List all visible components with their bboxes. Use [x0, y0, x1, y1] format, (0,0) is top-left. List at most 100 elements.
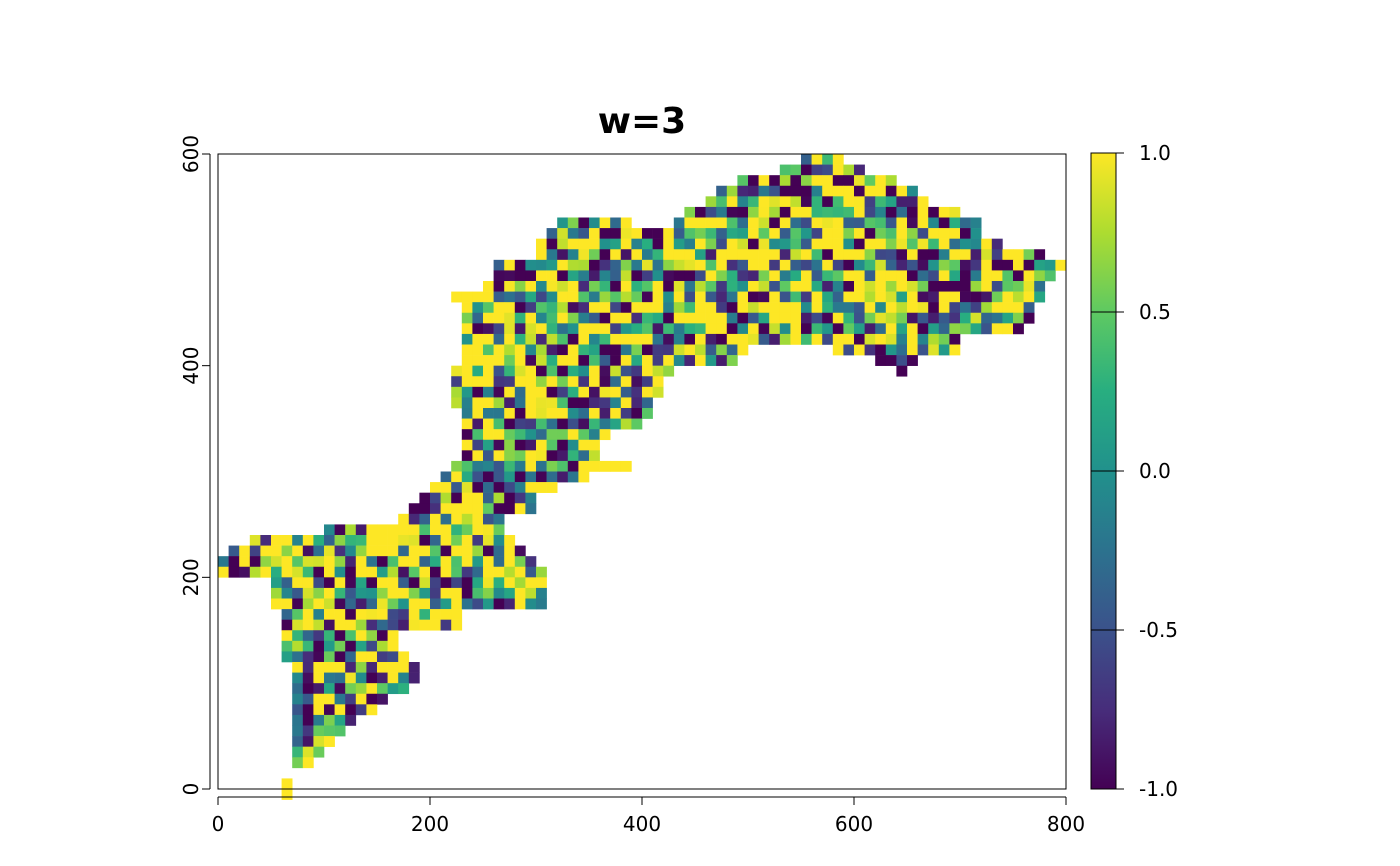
- raster-cell: [302, 651, 314, 663]
- raster-cell: [705, 291, 717, 303]
- raster-cell: [387, 535, 399, 546]
- raster-cell: [345, 577, 357, 589]
- raster-cell: [907, 196, 918, 208]
- raster-cell: [292, 598, 304, 610]
- raster-cell: [854, 185, 865, 197]
- raster-cell: [334, 556, 346, 568]
- raster-cell: [387, 683, 399, 695]
- raster-cell: [461, 312, 473, 324]
- raster-cell: [896, 259, 908, 271]
- raster-cell: [493, 598, 505, 610]
- raster-cell: [504, 545, 516, 557]
- raster-cell: [536, 355, 547, 366]
- raster-cell: [610, 217, 622, 229]
- raster-cell: [281, 577, 293, 589]
- raster-cell: [514, 503, 526, 515]
- raster-cell: [504, 566, 516, 578]
- raster-cell: [832, 249, 844, 261]
- raster-cell: [652, 270, 664, 282]
- raster-cell: [801, 217, 812, 229]
- raster-cell: [324, 556, 335, 568]
- raster-cell: [578, 302, 590, 314]
- raster-cell: [737, 281, 749, 292]
- raster-cell: [472, 312, 484, 324]
- raster-cell: [843, 206, 855, 218]
- raster-cell: [546, 450, 558, 462]
- raster-cell: [302, 609, 314, 620]
- raster-cell: [504, 355, 516, 366]
- raster-cell: [408, 524, 420, 536]
- raster-cell: [536, 429, 547, 441]
- raster-cell: [281, 630, 293, 642]
- raster-cell: [525, 365, 537, 377]
- raster-cell: [504, 598, 516, 610]
- raster-cell: [716, 302, 728, 314]
- raster-cell: [578, 344, 590, 356]
- raster-cell: [970, 228, 982, 239]
- raster-cell: [557, 312, 569, 324]
- raster-cell: [525, 333, 537, 345]
- raster-cell: [695, 228, 706, 239]
- colorbar-tick-label: -1.0: [1139, 777, 1178, 801]
- raster-cell: [801, 238, 812, 250]
- raster-cell: [885, 259, 897, 271]
- raster-cell: [239, 566, 251, 578]
- raster-cell: [631, 355, 643, 366]
- raster-cell: [652, 323, 664, 335]
- raster-cell: [896, 344, 908, 356]
- raster-cell: [366, 672, 378, 684]
- raster-cell: [843, 175, 855, 187]
- raster-cell: [769, 206, 781, 218]
- raster-cell: [631, 281, 643, 292]
- raster-cell: [334, 640, 346, 652]
- raster-cell: [705, 302, 717, 314]
- raster-cell: [302, 640, 314, 652]
- raster-cell: [652, 333, 664, 345]
- raster-cell: [981, 249, 993, 261]
- raster-cell: [472, 386, 484, 398]
- raster-cell: [472, 524, 484, 536]
- raster-cell: [451, 376, 463, 388]
- raster-cell: [557, 323, 569, 335]
- raster-cell: [1023, 249, 1035, 261]
- raster-cell: [324, 577, 335, 589]
- raster-cell: [493, 439, 505, 451]
- raster-cell: [981, 312, 993, 324]
- raster-cell: [578, 355, 590, 366]
- raster-cell: [461, 376, 473, 388]
- raster-cell: [907, 270, 918, 282]
- raster-cell: [377, 598, 388, 610]
- raster-cell: [557, 408, 569, 419]
- raster-cell: [292, 566, 304, 578]
- raster-cell: [536, 439, 547, 451]
- raster-cell: [1002, 270, 1014, 282]
- raster-cell: [832, 196, 844, 208]
- raster-cell: [1002, 259, 1014, 271]
- raster-cell: [281, 619, 293, 631]
- raster-cell: [567, 228, 579, 239]
- raster-cell: [398, 651, 410, 663]
- raster-cell: [610, 418, 622, 430]
- raster-cell: [514, 566, 526, 578]
- raster-cell: [885, 312, 897, 324]
- raster-cell: [610, 238, 622, 250]
- raster-cell: [377, 693, 388, 705]
- raster-cell: [695, 206, 706, 218]
- raster-cell: [334, 714, 346, 726]
- raster-cell: [461, 439, 473, 451]
- raster-cell: [663, 333, 675, 345]
- raster-cell: [419, 619, 431, 631]
- raster-cell: [567, 291, 579, 303]
- raster-cell: [557, 228, 569, 239]
- raster-cell: [567, 418, 579, 430]
- raster-cell: [589, 259, 600, 271]
- raster-cell: [642, 344, 653, 356]
- raster-cell: [843, 228, 855, 239]
- raster-cell: [758, 291, 770, 303]
- raster-cell: [461, 418, 473, 430]
- raster-cell: [525, 460, 537, 472]
- raster-cell: [557, 302, 569, 314]
- raster-cell: [642, 238, 653, 250]
- raster-cell: [313, 556, 325, 568]
- raster-cell: [631, 270, 643, 282]
